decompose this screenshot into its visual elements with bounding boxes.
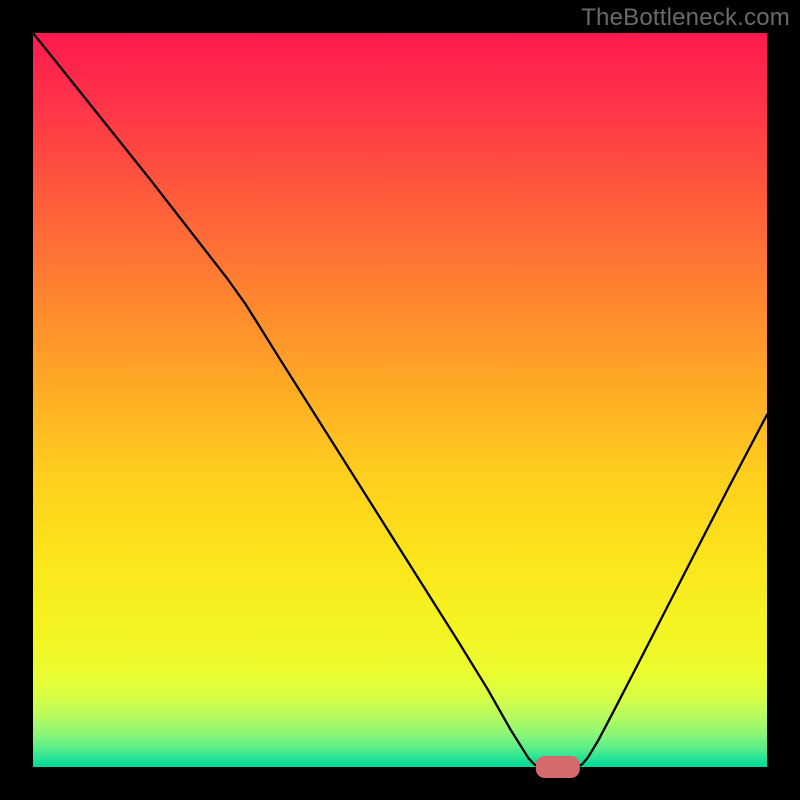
chart-frame: TheBottleneck.com bbox=[0, 0, 800, 800]
bottleneck-chart bbox=[0, 0, 800, 800]
plot-background bbox=[33, 33, 767, 767]
optimum-marker bbox=[536, 756, 580, 778]
